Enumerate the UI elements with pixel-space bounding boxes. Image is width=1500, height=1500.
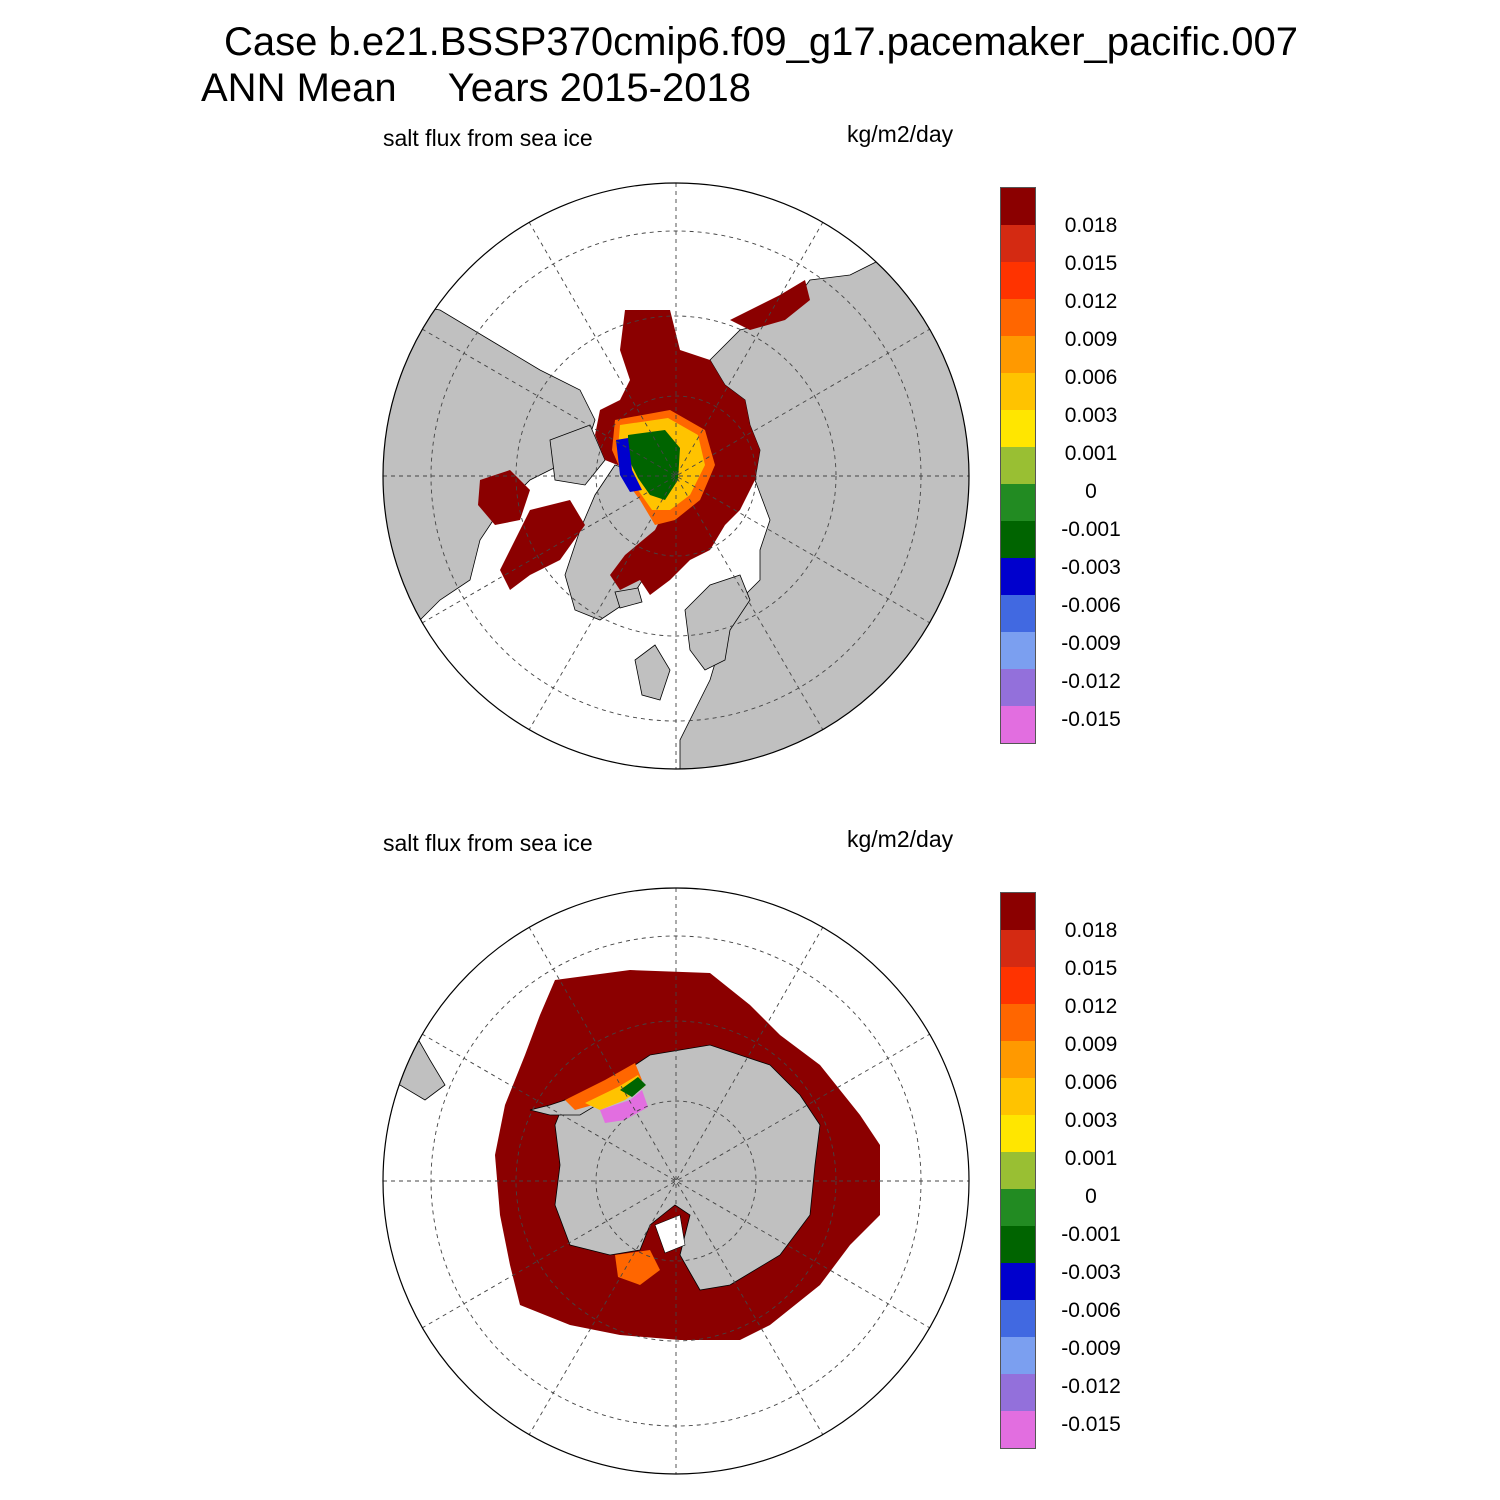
britain-landmass: [634, 644, 671, 701]
years-label: Years 2015-2018: [447, 66, 751, 110]
colorbar-segment: [1001, 706, 1035, 743]
mean-label: ANN Mean: [201, 66, 397, 110]
colorbar-segment: [1001, 1226, 1035, 1263]
colorbar-label: -0.001: [1061, 1223, 1121, 1246]
colorbar-label: -0.006: [1061, 1299, 1121, 1322]
colorbar-segment: [1001, 447, 1035, 484]
colorbar-segment: [1001, 1300, 1035, 1337]
colorbar-segment: [1001, 1078, 1035, 1115]
north-polar-map: [382, 182, 970, 770]
case-title: Case b.e21.BSSP370cmip6.f09_g17.pacemake…: [224, 20, 1299, 64]
hudson-bay-flux: [478, 470, 530, 525]
north-panel-units: kg/m2/day: [847, 121, 954, 147]
south-panel-units: kg/m2/day: [847, 826, 954, 852]
colorbar-label: -0.015: [1061, 708, 1121, 731]
colorbar-label: 0.018: [1064, 214, 1118, 237]
colorbar-segment: [1001, 1004, 1035, 1041]
colorbar-segment: [1001, 967, 1035, 1004]
colorbar-label: -0.001: [1061, 518, 1121, 541]
colorbar-segment: [1001, 299, 1035, 336]
colorbar-segment: [1001, 930, 1035, 967]
colorbar-segment: [1001, 336, 1035, 373]
colorbar-segment: [1001, 410, 1035, 447]
colorbar-segment: [1001, 669, 1035, 706]
south-map-border: [382, 887, 970, 1475]
colorbar-label: 0: [1085, 480, 1097, 503]
colorbar-segment: [1001, 1152, 1035, 1189]
south-polar-map: [382, 887, 970, 1475]
colorbar-label: -0.012: [1061, 670, 1121, 693]
colorbar-label: 0.006: [1064, 1071, 1118, 1094]
iceland-landmass: [614, 587, 643, 609]
colorbar-segment: [1001, 1263, 1035, 1300]
colorbar-label: -0.012: [1061, 1375, 1121, 1398]
weddell-flux-orange: [565, 1063, 642, 1110]
ice-shelf: [654, 1214, 686, 1254]
canadian-archipelago: [549, 424, 606, 486]
colorbar-label: -0.009: [1061, 632, 1121, 655]
south-colorbar-box: [1000, 892, 1036, 1449]
colorbar-label: -0.003: [1061, 556, 1121, 579]
colorbar-segment: [1001, 1115, 1035, 1152]
colorbar-label: 0.012: [1064, 290, 1118, 313]
colorbar-segment: [1001, 595, 1035, 632]
colorbar-label: -0.015: [1061, 1413, 1121, 1436]
colorbar-label: -0.003: [1061, 1261, 1121, 1284]
north-map-border: [382, 182, 970, 770]
weddell-flux-pink: [600, 1090, 648, 1123]
north-panel-variable: salt flux from sea ice: [383, 125, 593, 151]
baffin-flux: [500, 500, 585, 590]
colorbar-label: 0.015: [1064, 957, 1118, 980]
colorbar-label: 0.003: [1064, 404, 1118, 427]
colorbar-segment: [1001, 262, 1035, 299]
weddell-flux-green: [620, 1077, 646, 1097]
colorbar-segment: [1001, 893, 1035, 930]
colorbar-label: 0.015: [1064, 252, 1118, 275]
ross-flux-orange: [615, 1250, 660, 1285]
north-colorbar-box: [1000, 187, 1036, 744]
period-title: ANN Mean Years 2015-2018: [201, 68, 751, 108]
colorbar-label: -0.009: [1061, 1337, 1121, 1360]
colorbar-segment: [1001, 188, 1035, 225]
colorbar-segment: [1001, 484, 1035, 521]
colorbar-label: 0.003: [1064, 1109, 1118, 1132]
south-graticule: [383, 888, 969, 1474]
south-panel-variable: salt flux from sea ice: [383, 830, 593, 856]
colorbar-segment: [1001, 1337, 1035, 1374]
colorbar-segment: [1001, 373, 1035, 410]
colorbar-label: 0.018: [1064, 919, 1118, 942]
bering-flux: [730, 280, 810, 330]
colorbar-label: 0: [1085, 1185, 1097, 1208]
colorbar-label: 0.001: [1064, 442, 1118, 465]
colorbar-label: 0.009: [1064, 1033, 1118, 1056]
colorbar-label: 0.009: [1064, 328, 1118, 351]
colorbar-label: 0.012: [1064, 995, 1118, 1018]
north-america-landmass: [383, 299, 596, 631]
arctic-flux-blue: [616, 438, 642, 492]
colorbar-segment: [1001, 1189, 1035, 1226]
colorbar-label: 0.001: [1064, 1147, 1118, 1170]
colorbar-segment: [1001, 521, 1035, 558]
colorbar-segment: [1001, 1374, 1035, 1411]
scandinavia-landmass: [684, 574, 751, 671]
eurasia-landmass: [679, 249, 969, 769]
north-graticule: [383, 183, 969, 769]
colorbar-label: -0.006: [1061, 594, 1121, 617]
colorbar-segment: [1001, 225, 1035, 262]
colorbar-segment: [1001, 558, 1035, 595]
colorbar-segment: [1001, 632, 1035, 669]
colorbar-segment: [1001, 1411, 1035, 1448]
colorbar-segment: [1001, 1041, 1035, 1078]
colorbar-label: 0.006: [1064, 366, 1118, 389]
arctic-flux-green: [628, 430, 680, 500]
